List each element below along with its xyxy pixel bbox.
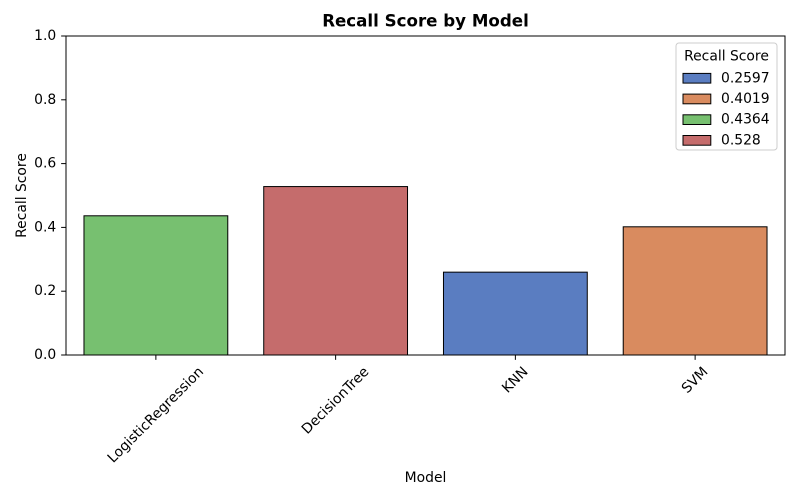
legend-entries: 0.2597 0.4019 0.4364 0.528: [682, 70, 770, 148]
legend-label: 0.528: [721, 132, 761, 148]
y-axis: 0.0 0.2 0.4 0.6 0.8 1.0: [34, 28, 66, 363]
chart-title: Recall Score by Model: [322, 12, 529, 31]
legend-label: 0.4019: [721, 91, 770, 107]
y-axis-label: Recall Score: [14, 153, 30, 238]
legend-swatch: [682, 72, 712, 84]
plot-frame: [65, 35, 786, 356]
legend-title: Recall Score: [684, 49, 769, 65]
x-axis-label: Model: [405, 470, 447, 486]
y-tick-label: 0.4: [34, 219, 56, 235]
legend-label: 0.4364: [721, 112, 770, 128]
legend-swatch: [682, 135, 712, 146]
y-tick-label: 0.8: [34, 92, 56, 108]
legend-label: 0.2597: [721, 70, 770, 86]
y-tick-label: 0.6: [34, 156, 56, 172]
legend: Recall Score 0.2597 0.4019 0.4364 0.528: [675, 42, 778, 151]
bar-knn: [442, 271, 588, 356]
y-tick-label: 0.0: [34, 347, 56, 363]
bar-logisticregression: [83, 215, 229, 356]
bar-svm: [622, 226, 768, 356]
y-tick-label: 0.2: [34, 283, 56, 299]
bar-decisiontree: [263, 186, 409, 356]
y-tick-label: 1.0: [34, 28, 56, 44]
legend-swatch: [682, 93, 712, 105]
bars-group: [83, 186, 768, 356]
legend-swatch: [682, 114, 712, 126]
